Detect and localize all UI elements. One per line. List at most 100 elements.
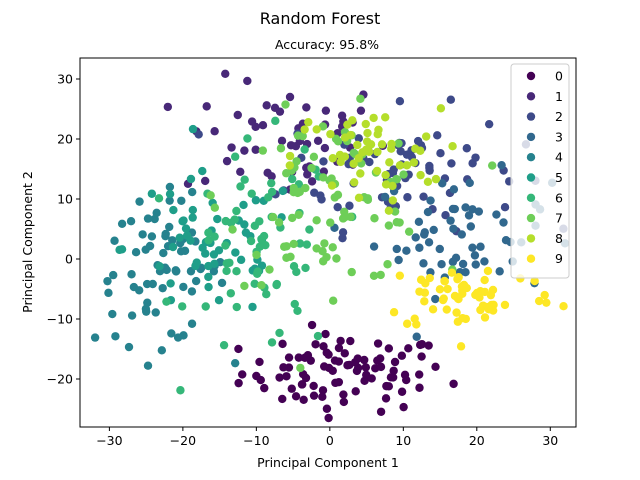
point-class-0 (346, 336, 355, 346)
point-class-0 (431, 362, 440, 372)
point-class-4 (152, 208, 161, 218)
point-class-4 (173, 333, 183, 342)
point-class-9 (447, 268, 457, 277)
x-tick-label: −30 (96, 433, 122, 448)
point-class-2 (484, 119, 494, 129)
point-class-8 (361, 145, 371, 154)
x-axis-ticks: −30 −20 −10 0 10 20 30 (96, 427, 558, 448)
point-class-6 (293, 306, 302, 315)
y-axis-label: Principal Component 2 (20, 171, 35, 313)
point-class-0 (294, 353, 303, 362)
chart-subtitle: Accuracy: 95.8% (275, 37, 379, 52)
point-class-7 (281, 100, 290, 109)
point-class-7 (319, 173, 328, 182)
point-class-6 (250, 279, 259, 289)
point-class-6 (232, 206, 241, 216)
point-class-0 (360, 355, 369, 365)
point-class-9 (415, 287, 424, 296)
point-class-0 (404, 344, 413, 353)
point-class-5 (210, 259, 219, 268)
point-class-4 (109, 270, 118, 280)
point-class-7 (282, 242, 291, 251)
point-class-3 (448, 257, 458, 267)
point-class-7 (376, 270, 385, 280)
point-class-4 (165, 222, 174, 232)
point-class-1 (270, 103, 280, 113)
point-class-0 (318, 386, 328, 395)
point-class-4 (103, 276, 112, 286)
point-class-8 (363, 128, 372, 138)
point-class-9 (458, 313, 467, 323)
point-class-5 (179, 216, 188, 225)
point-class-6 (232, 302, 241, 312)
point-class-3 (457, 230, 466, 239)
point-class-2 (462, 144, 472, 153)
point-class-0 (388, 373, 398, 382)
point-class-1 (233, 110, 242, 120)
point-class-8 (340, 133, 350, 142)
point-class-6 (292, 267, 301, 277)
point-class-2 (441, 211, 450, 220)
point-class-7 (390, 207, 400, 216)
point-class-3 (437, 260, 446, 269)
point-class-8 (373, 147, 382, 157)
chart-title: Random Forest (260, 9, 380, 28)
point-class-9 (428, 305, 438, 314)
point-class-5 (214, 295, 224, 305)
point-class-4 (131, 248, 141, 257)
point-class-3 (431, 294, 440, 304)
point-class-9 (454, 273, 463, 282)
point-class-8 (387, 144, 396, 153)
point-class-6 (262, 289, 271, 299)
point-class-7 (326, 218, 335, 227)
point-class-4 (159, 248, 168, 258)
point-class-0 (278, 394, 287, 404)
point-class-0 (402, 375, 411, 385)
point-class-0 (376, 362, 386, 372)
point-class-2 (310, 188, 319, 197)
point-class-8 (388, 181, 397, 191)
point-class-3 (468, 205, 477, 214)
point-class-9 (402, 319, 412, 328)
point-class-3 (476, 242, 485, 251)
point-class-0 (334, 357, 344, 366)
point-class-0 (278, 339, 287, 349)
point-class-6 (178, 302, 187, 311)
point-class-2 (365, 157, 374, 167)
x-tick-label: −20 (170, 433, 196, 448)
point-class-5 (169, 205, 178, 215)
point-class-8 (409, 158, 419, 167)
point-class-8 (312, 125, 321, 134)
point-class-0 (340, 349, 349, 358)
point-class-7 (293, 188, 302, 198)
point-class-3 (392, 244, 401, 254)
point-class-1 (302, 103, 311, 112)
point-class-5 (209, 250, 219, 259)
point-class-7 (258, 146, 268, 155)
point-class-8 (300, 125, 309, 134)
point-class-2 (419, 192, 428, 201)
point-class-1 (243, 76, 252, 86)
point-class-8 (436, 104, 446, 113)
point-class-4 (171, 267, 181, 276)
point-class-7 (288, 213, 297, 223)
point-class-7 (356, 94, 365, 103)
point-class-6 (271, 116, 280, 126)
point-class-3 (471, 260, 480, 269)
point-class-9 (483, 266, 493, 276)
point-class-9 (395, 271, 405, 280)
point-class-4 (187, 187, 197, 197)
point-class-9 (534, 296, 544, 306)
y-tick-label: 30 (57, 72, 73, 87)
point-class-8 (448, 141, 457, 151)
point-class-3 (414, 217, 424, 227)
legend-label-5: 5 (555, 170, 563, 185)
point-class-5 (115, 245, 124, 255)
point-class-8 (285, 151, 295, 161)
points-layer (90, 69, 570, 423)
point-class-4 (148, 279, 157, 289)
point-class-0 (318, 392, 327, 402)
point-class-9 (458, 289, 467, 298)
point-class-0 (334, 343, 344, 353)
